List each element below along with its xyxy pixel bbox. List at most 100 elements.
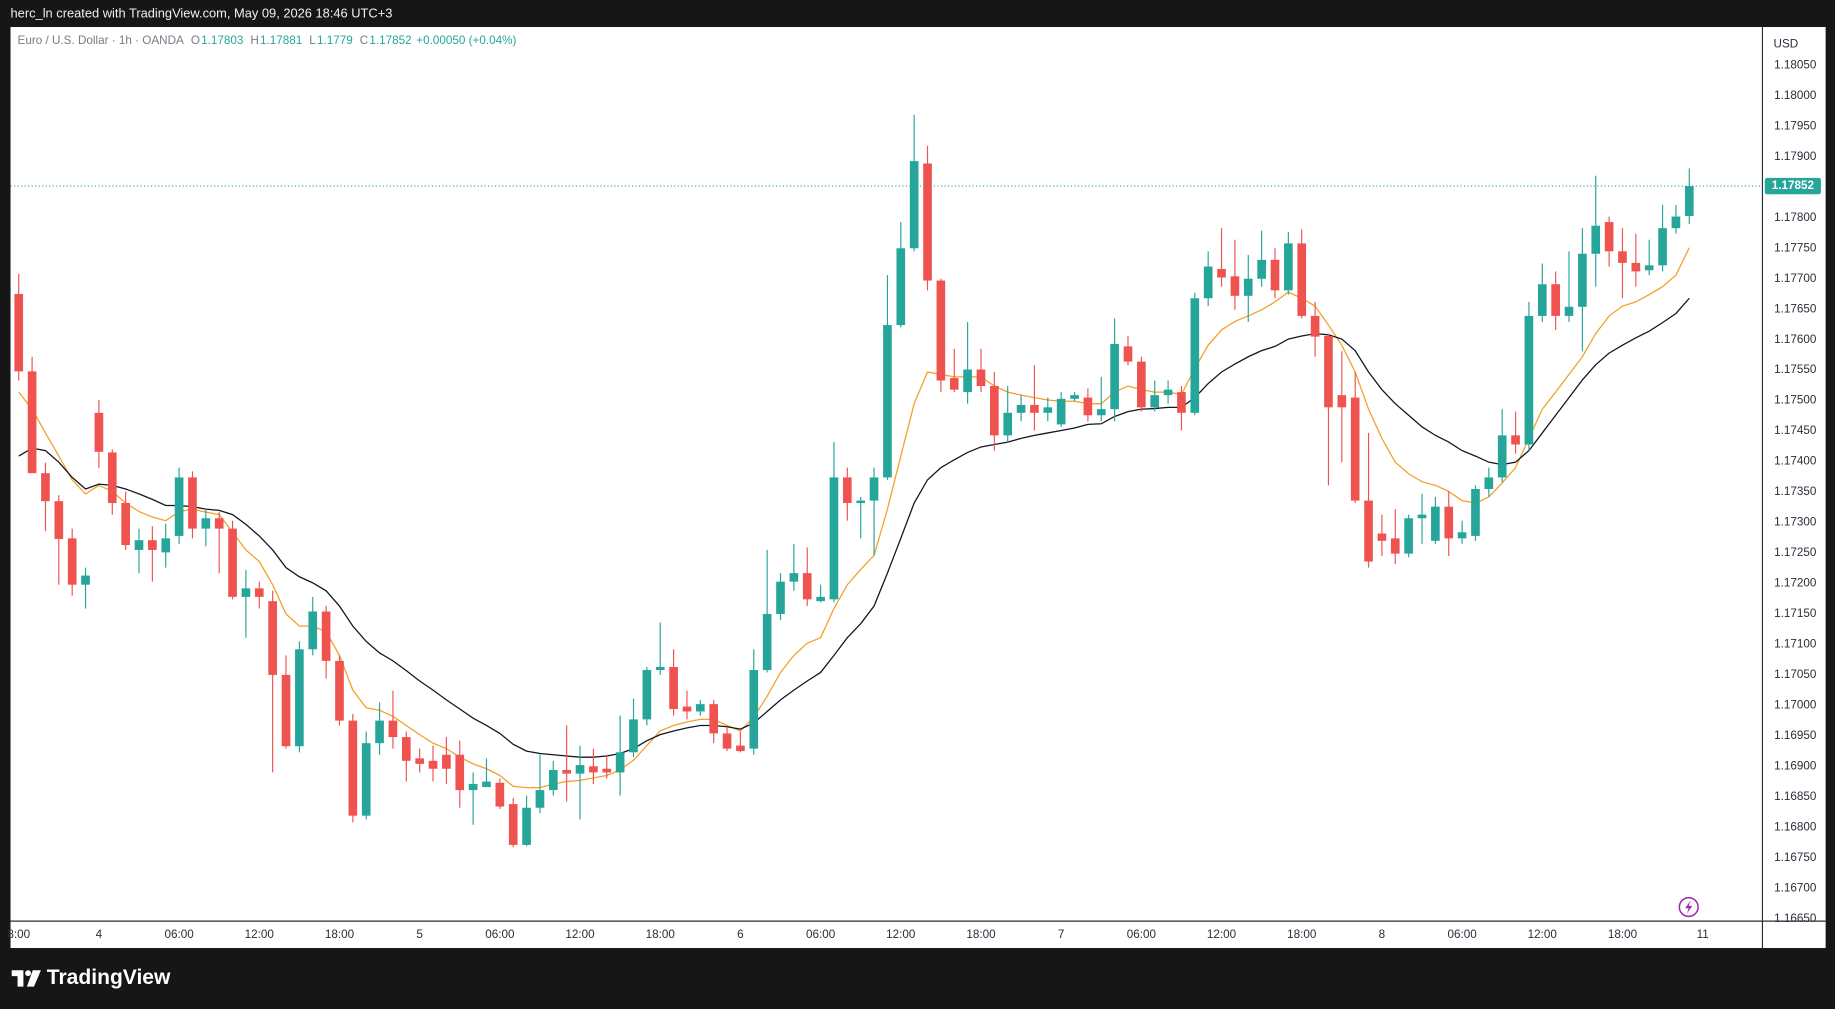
y-tick-label: 1.16700	[1774, 881, 1817, 894]
x-tick-label: 06:00	[806, 928, 836, 941]
candle-body	[174, 477, 184, 536]
brand-text: TradingView	[47, 966, 171, 989]
candle-body	[321, 611, 331, 661]
candle-body	[1364, 500, 1373, 562]
indicator-line	[18, 297, 1690, 758]
candle-body	[228, 528, 237, 597]
legend-value: 1.17852	[369, 34, 411, 47]
candle-body	[829, 477, 839, 600]
y-tick-label: 1.16850	[1774, 790, 1817, 803]
candle-body	[455, 754, 465, 791]
candle-body	[1618, 251, 1627, 263]
candle-body	[1417, 514, 1427, 519]
candle-body	[1310, 315, 1320, 337]
candle-body	[295, 649, 304, 747]
candle-body	[214, 518, 224, 529]
y-tick-label: 1.16800	[1774, 820, 1817, 833]
y-tick-label: 1.17900	[1774, 150, 1817, 163]
x-tick-label: 12:00	[1528, 928, 1558, 941]
x-tick-label: 18:00	[966, 928, 996, 941]
y-tick-label: 1.17600	[1774, 333, 1817, 346]
legend-change: +0.00050 (+0.04%)	[416, 34, 516, 47]
x-tick-label: 18:00	[1608, 928, 1638, 941]
candle-body	[936, 280, 946, 381]
candle-body	[789, 573, 799, 582]
candle-body	[1297, 243, 1307, 316]
candle-body	[682, 706, 692, 712]
candle-body	[241, 588, 251, 597]
candle-body	[963, 369, 972, 393]
candle-body	[388, 720, 398, 738]
candle-body	[749, 670, 759, 749]
y-tick-label: 1.16950	[1774, 729, 1817, 742]
candle-body	[1578, 253, 1587, 307]
candle-body	[14, 293, 24, 372]
candle-body	[1511, 435, 1520, 445]
candle-body	[1016, 404, 1026, 413]
candle-body	[1444, 506, 1454, 539]
x-tick-label: 5	[416, 928, 423, 941]
candle-body	[1591, 225, 1601, 254]
candle-body	[1284, 243, 1293, 291]
candle-body	[254, 588, 264, 597]
candle-body	[762, 613, 772, 671]
legend: Euro / U.S. Dollar · 1h · OANDA O1.17803 H…	[18, 34, 517, 47]
candle-body	[709, 704, 719, 734]
x-tick-label: 4	[96, 928, 103, 941]
candle-body	[468, 783, 478, 791]
x-tick-label: 18:00	[1287, 928, 1317, 941]
header-text: herc_ln created with TradingView.com, Ma…	[11, 6, 393, 21]
legend-key: O	[191, 34, 200, 47]
y-tick-label: 1.17800	[1774, 211, 1817, 224]
last-price-box	[1764, 177, 1821, 195]
y-tick-label: 1.18050	[1774, 59, 1817, 72]
candle-body	[655, 666, 665, 671]
candle-body	[508, 804, 518, 845]
candle-body	[842, 477, 852, 504]
legend-key: L	[309, 34, 316, 47]
y-tick-label: 1.17000	[1774, 698, 1817, 711]
candle-body	[909, 161, 919, 249]
legend-key: H	[250, 34, 258, 47]
y-tick-label: 1.17400	[1774, 455, 1817, 468]
indicator-line	[18, 247, 1690, 789]
candle-body	[1137, 361, 1146, 408]
candle-body	[1043, 407, 1053, 413]
candle-body	[669, 666, 678, 710]
replay-icon[interactable]	[1678, 896, 1699, 918]
candle-body	[1524, 315, 1534, 445]
candle-body	[308, 611, 318, 650]
candle-body	[361, 743, 371, 816]
candle-body	[1564, 306, 1574, 316]
x-tick-label: 6	[737, 928, 744, 941]
candle-body	[1337, 395, 1347, 408]
candle-body	[629, 719, 638, 753]
candle-body	[1056, 398, 1066, 425]
candle-body	[1631, 262, 1641, 272]
candle-body	[976, 369, 986, 387]
candle-body	[1070, 395, 1079, 399]
candle-body	[856, 500, 866, 504]
candle-body	[1684, 186, 1694, 216]
plot	[10, 114, 1763, 848]
y-tick-label: 1.17300	[1774, 516, 1817, 529]
y-tick-label: 1.17500	[1774, 394, 1817, 407]
candle-body	[1177, 392, 1186, 413]
candle-body	[562, 769, 572, 774]
candle-body	[335, 660, 344, 721]
candle-body	[1217, 268, 1226, 278]
candle-body	[1457, 532, 1467, 539]
candle-body	[602, 768, 612, 773]
candle-body	[548, 769, 558, 791]
candle-body	[268, 601, 277, 675]
legend-title: Euro / U.S. Dollar · 1h · OANDA	[18, 34, 184, 47]
candle-body	[1390, 538, 1400, 554]
candle-body	[1083, 397, 1093, 416]
legend-value: 1.17881	[260, 34, 302, 47]
x-tick-label: 06:00	[485, 928, 515, 941]
candle-body	[589, 766, 598, 773]
candle-body	[1471, 489, 1480, 536]
y-tick-label: 1.17350	[1774, 485, 1817, 498]
y-tick-label: 1.16650	[1774, 912, 1817, 925]
